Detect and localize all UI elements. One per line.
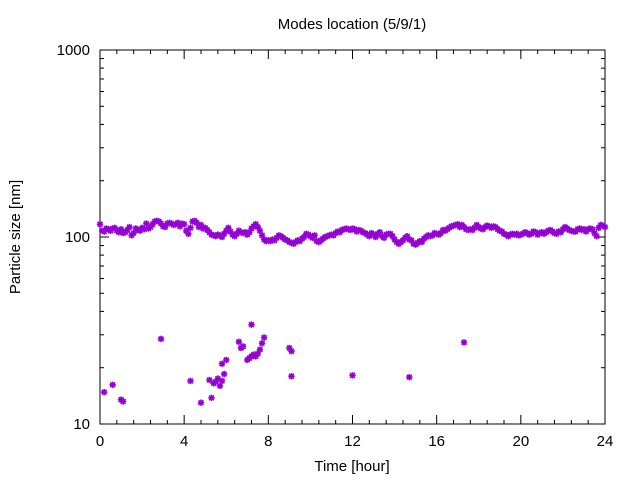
y-tick-label: 1000: [57, 42, 90, 59]
data-point: [288, 373, 295, 380]
data-point: [233, 230, 240, 238]
data-point: [288, 348, 295, 355]
chart-title: Modes location (5/9/1): [278, 16, 426, 33]
data-point: [311, 232, 318, 239]
data-point: [235, 338, 243, 346]
y-tick-label: 100: [65, 229, 90, 246]
data-point: [157, 335, 165, 343]
data-point: [197, 399, 205, 406]
data-point: [258, 340, 266, 347]
data-point: [406, 373, 413, 381]
data-point: [187, 377, 194, 385]
x-axis-ticks: 0 4 8 12 16 20 24: [96, 50, 614, 450]
data-point: [256, 346, 264, 353]
data-point: [180, 221, 188, 228]
y-axis-ticks: 10 100 1000: [57, 42, 605, 433]
data-point: [460, 339, 468, 346]
x-tick-label: 4: [180, 433, 188, 450]
x-axis-label: Time [hour]: [314, 458, 389, 475]
data-point: [248, 321, 255, 328]
data-point: [593, 232, 600, 240]
x-tick-label: 20: [512, 433, 529, 450]
data-point: [119, 398, 127, 405]
data-point: [208, 394, 215, 402]
data-point: [96, 221, 104, 228]
x-tick-label: 16: [428, 433, 445, 450]
data-point: [187, 224, 194, 231]
data-point: [239, 343, 247, 350]
data-point: [206, 376, 213, 384]
x-tick-label: 24: [597, 433, 614, 450]
y-tick-label: 10: [73, 416, 90, 433]
data-point: [220, 370, 228, 378]
x-tick-label: 0: [96, 433, 104, 450]
x-tick-label: 8: [264, 433, 272, 450]
data-point: [260, 334, 268, 341]
data-point: [216, 382, 224, 390]
data-point: [126, 223, 133, 231]
data-point: [601, 223, 609, 231]
data-point: [109, 381, 116, 389]
x-tick-label: 12: [344, 433, 361, 450]
data-points: [96, 217, 609, 406]
data-point: [223, 356, 230, 364]
data-point: [185, 230, 192, 238]
data-point: [349, 372, 356, 379]
data-point: [218, 377, 226, 385]
data-point: [101, 388, 108, 396]
y-axis-label: Particle size [nm]: [7, 180, 24, 294]
